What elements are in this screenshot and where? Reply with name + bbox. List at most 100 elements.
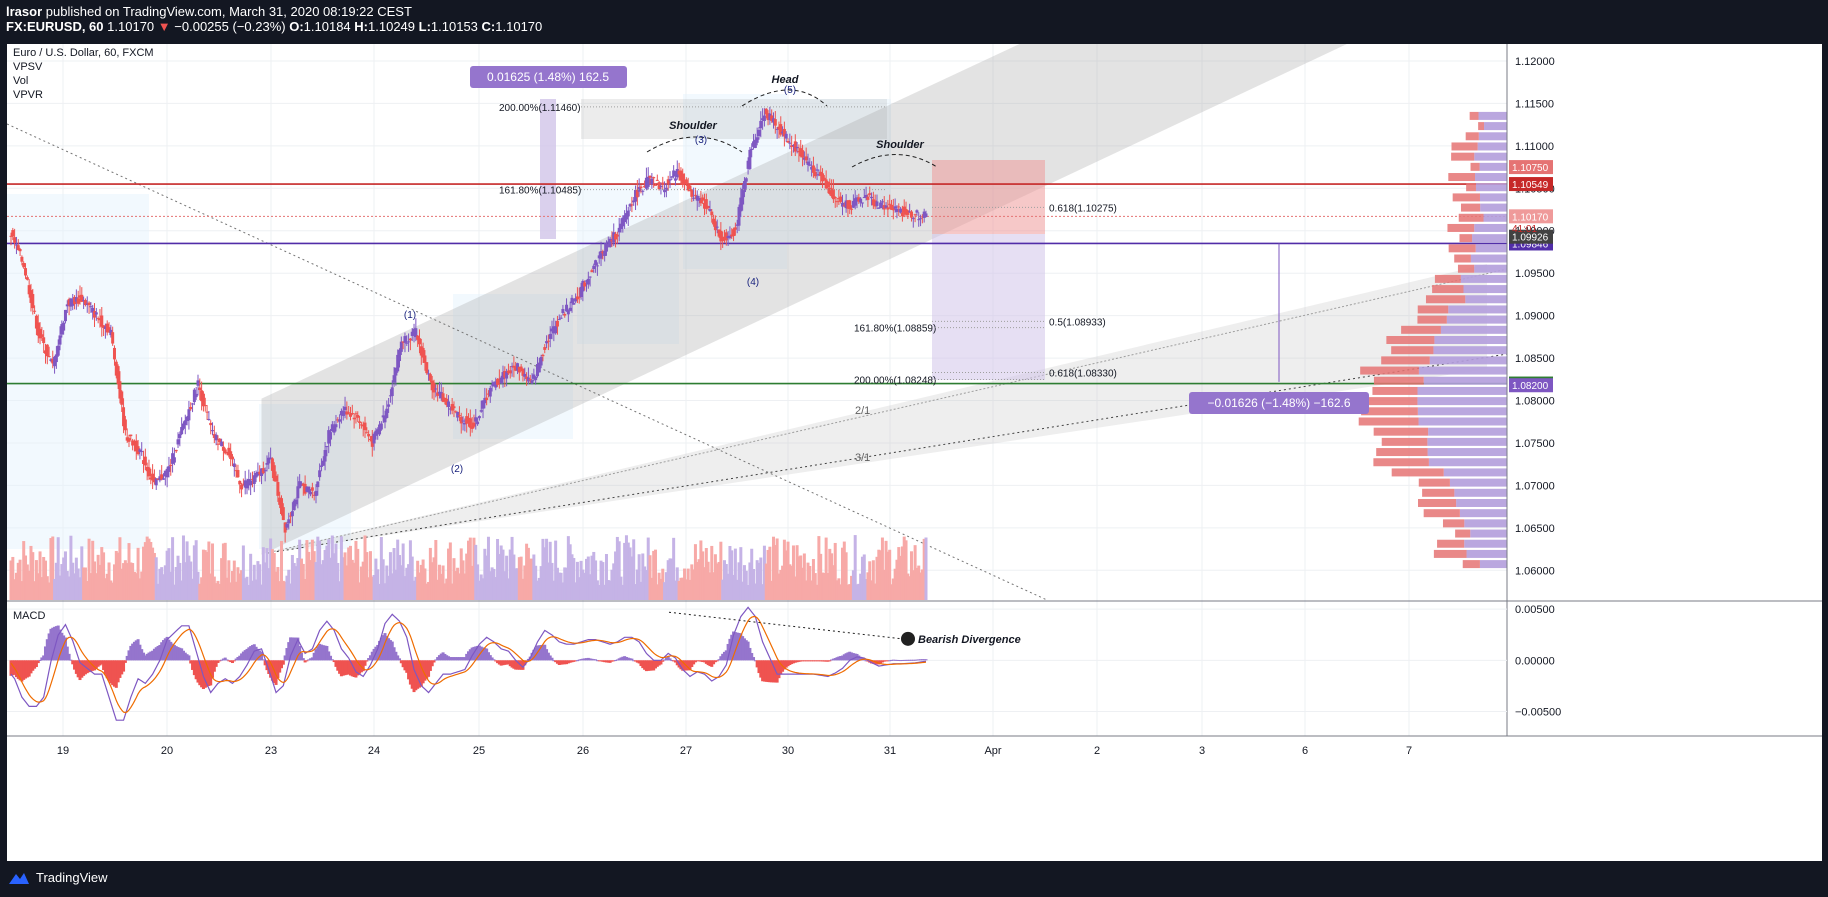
tradingview-logo-icon — [9, 872, 29, 884]
candle — [151, 473, 155, 481]
macd-bar — [325, 645, 329, 661]
macd-bar — [909, 659, 913, 661]
volume-bar — [403, 576, 407, 600]
candle — [434, 388, 438, 390]
volume-bar — [909, 551, 913, 600]
macd-bar — [739, 633, 743, 661]
volume-bar — [156, 583, 160, 600]
volume-bar — [693, 544, 697, 600]
publisher-name[interactable]: lrasor — [6, 4, 43, 19]
vpvr-down-bar — [1425, 295, 1466, 304]
candle — [541, 354, 545, 357]
macd-bar — [430, 660, 434, 667]
candle — [920, 216, 924, 218]
candle — [359, 424, 363, 426]
candle — [345, 411, 349, 415]
macd-bar — [425, 660, 429, 679]
macd-bar — [58, 629, 62, 661]
macd-bar — [750, 653, 754, 661]
candle — [506, 370, 510, 374]
macd-bar — [319, 644, 323, 661]
macd-bar — [165, 636, 169, 661]
volume-bar — [214, 583, 218, 600]
volume-bar — [851, 570, 855, 600]
vpvr-down-bar — [1470, 162, 1480, 171]
candle — [327, 430, 331, 444]
candle — [236, 469, 240, 478]
macd-bar — [880, 660, 884, 663]
candle — [732, 229, 736, 237]
volume-bar — [904, 540, 908, 600]
volume-bar — [71, 562, 75, 600]
time-tick-label: 20 — [161, 745, 173, 757]
macd-bar — [583, 658, 587, 661]
macd-bar — [770, 660, 774, 683]
candle — [131, 440, 135, 446]
volume-bar — [521, 578, 525, 600]
volume-bar — [759, 557, 763, 600]
macd-bar — [269, 660, 273, 678]
macd-bar — [401, 660, 405, 668]
macd-bar — [103, 660, 107, 675]
volume-bar — [454, 571, 458, 600]
volume-bar — [637, 554, 641, 600]
macd-bar — [321, 645, 325, 661]
volume-bar — [474, 544, 478, 600]
volume-bar — [24, 555, 28, 600]
candle — [63, 309, 67, 322]
volume-bar — [318, 540, 322, 600]
volume-bar — [405, 567, 409, 600]
volume-bar — [826, 572, 830, 600]
macd-bar — [289, 637, 293, 661]
volume-bar — [457, 573, 461, 600]
volume-bar — [772, 536, 775, 600]
macd-bar — [34, 660, 38, 667]
fib-label: 0.618(1.10275) — [1049, 203, 1117, 214]
candle — [648, 175, 652, 178]
candle — [103, 326, 107, 329]
volume-bar — [859, 573, 863, 600]
macd-bar — [467, 651, 470, 661]
macd-bar — [296, 637, 300, 661]
price-tag — [1509, 177, 1553, 192]
candle — [652, 177, 656, 179]
volume-bar — [755, 560, 759, 600]
volume-bar — [292, 563, 296, 600]
candle — [659, 186, 663, 188]
candle — [788, 142, 792, 144]
volume-bar — [91, 540, 95, 600]
macd-bar — [203, 660, 207, 688]
macd-bar — [782, 660, 786, 670]
measure-bar — [540, 99, 556, 239]
macd-bar — [761, 660, 765, 682]
vpvr-up-bar — [1464, 519, 1507, 528]
candle — [786, 141, 790, 143]
chart-canvas[interactable]: 1.060001.065001.070001.075001.080001.085… — [7, 44, 1822, 861]
tradingview-logo[interactable]: TradingView — [8, 870, 108, 885]
volume-bar — [434, 539, 438, 600]
candle — [752, 141, 756, 147]
candle — [252, 475, 256, 484]
candle — [403, 336, 407, 343]
volume-bar — [499, 545, 503, 600]
macd-bar — [693, 660, 697, 663]
chart-panel[interactable]: 1.06000 1.06500 1.07000 1.07500 1.08000 1.085… — [7, 44, 1822, 861]
candle — [753, 139, 757, 148]
candle — [468, 418, 472, 428]
macd-bar — [788, 660, 792, 665]
volume-bar — [704, 548, 708, 600]
candle — [517, 366, 521, 373]
macd-bar — [561, 660, 565, 665]
brand-name: TradingView — [36, 870, 108, 885]
macd-bar — [806, 660, 810, 662]
volume-bar — [844, 552, 848, 600]
price-tick-label: 1.07000 — [1515, 480, 1555, 492]
candle — [632, 200, 636, 203]
volume-bar — [65, 570, 69, 600]
candle — [717, 229, 721, 237]
vpvr-up-bar — [1448, 305, 1507, 314]
volume-bar — [899, 555, 903, 600]
volume-bar — [842, 541, 846, 600]
price-tag-label: 1.08200 — [1512, 381, 1549, 392]
candle — [782, 128, 786, 137]
